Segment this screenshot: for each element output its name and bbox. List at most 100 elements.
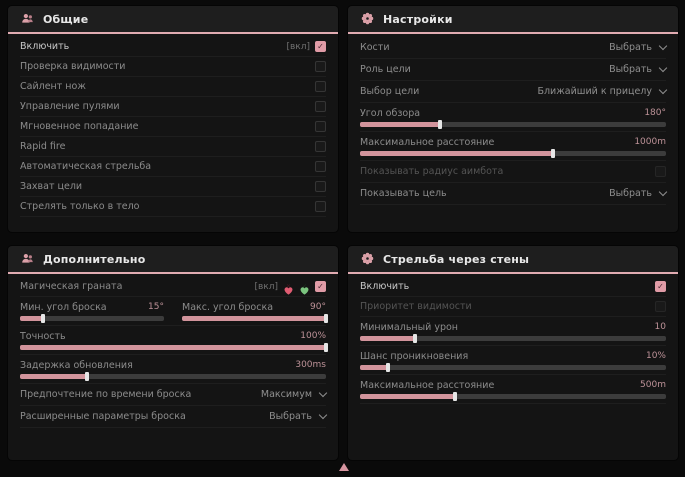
checkbox-unchecked[interactable] [315,101,326,112]
state-tag: [вкл] [254,281,278,292]
slider-value: 10% [645,351,666,361]
target-choice-row[interactable]: Выбор цели Ближайший к прицелу [360,81,668,103]
target-choice-select[interactable]: Ближайший к прицелу [537,85,668,97]
general-enable-label: Включить [20,41,70,52]
slider-handle[interactable] [550,149,555,158]
general-bullet-control-row[interactable]: Управление пулями [20,97,326,117]
show-target-row[interactable]: Показывать цель Выбрать [360,183,668,205]
slider-handle[interactable] [324,343,328,352]
slider-track[interactable] [360,363,666,372]
general-target-lock-row[interactable]: Захват цели [20,177,326,197]
slider-label: Максимальное расстояние [360,136,495,148]
general-body-only-row[interactable]: Стрелять только в тело [20,197,326,217]
row-label: Rapid fire [20,141,66,152]
row-label: Показывать цель [360,188,447,199]
checkbox-unchecked[interactable] [315,161,326,172]
checkbox-checked[interactable]: ✓ [655,281,666,292]
cursor-pointer [339,463,349,471]
throw-time-pref-row[interactable]: Предпочтение по времени броска Максимум [20,384,328,406]
slider-handle[interactable] [41,314,46,323]
select-value: Выбрать [609,42,652,53]
advanced-throw-select[interactable]: Выбрать [269,410,328,422]
slider-track[interactable] [20,314,164,323]
show-radius-row[interactable]: Показывать радиус аимбота [360,161,666,183]
select-value: Выбрать [609,64,652,75]
slider-fill [20,343,328,352]
fov-slider[interactable]: Угол обзора 180° [360,103,666,132]
general-silent-knife-row[interactable]: Сайлент нож [20,77,326,97]
select-value: Выбрать [609,188,652,199]
show-target-select[interactable]: Выбрать [609,187,668,199]
slider-track[interactable] [360,392,666,401]
wallbang-enable-row[interactable]: Включить ✓ [360,277,666,297]
general-enable-row[interactable]: Включить [вкл] ✓ [20,37,326,57]
magic-grenade-row[interactable]: Магическая граната [вкл] ✕ ✓ ✓ [20,277,326,297]
slider-label: Макс. угол броска [182,301,274,313]
wall-max-distance-slider[interactable]: Максимальное расстояние 500m [360,375,666,404]
row-label: Кости [360,42,390,53]
slider-handle[interactable] [437,120,442,129]
checkbox-checked[interactable]: ✓ [315,41,326,52]
members-icon [21,10,34,29]
max-distance-slider[interactable]: Максимальное расстояние 1000m [360,132,666,161]
checkbox-unchecked[interactable] [315,141,326,152]
row-label: Стрелять только в тело [20,201,140,212]
checkbox-unchecked[interactable] [315,61,326,72]
checkbox-unchecked[interactable] [315,181,326,192]
slider-value: 500m [640,380,666,390]
slider-label: Задержка обновления [20,359,133,371]
members-icon [21,250,34,269]
row-label: Включить [360,281,410,292]
slider-value: 15° [148,302,164,312]
checkbox-checked[interactable]: ✓ [315,281,326,292]
slider-track[interactable] [182,314,328,323]
advanced-throw-row[interactable]: Расширенные параметры броска Выбрать [20,406,328,428]
visibility-priority-row[interactable]: Приоритет видимости [360,297,666,317]
slider-handle[interactable] [385,363,390,372]
general-auto-fire-row[interactable]: Автоматическая стрельба [20,157,326,177]
general-rapid-fire-row[interactable]: Rapid fire [20,137,326,157]
slider-handle[interactable] [452,392,457,401]
min-damage-slider[interactable]: Минимальный урон 10 [360,317,666,346]
slider-fill [20,372,90,381]
slider-fill [182,314,328,323]
bones-select[interactable]: Выбрать [609,41,668,53]
panel-general: Общие Включить [вкл] ✓ Проверка видимост… [8,6,338,232]
checkbox-unchecked[interactable] [315,201,326,212]
checkbox-unchecked[interactable] [315,81,326,92]
row-label: Выбор цели [360,86,420,97]
target-role-select[interactable]: Выбрать [609,63,668,75]
slider-label: Минимальный урон [360,321,458,333]
slider-track[interactable] [20,372,326,381]
accuracy-slider[interactable]: Точность 100% [20,326,328,355]
slider-value: 100% [300,331,326,341]
min-throw-angle-slider[interactable]: Мин. угол броска 15° [20,297,164,325]
target-role-row[interactable]: Роль цели Выбрать [360,59,668,81]
max-throw-angle-slider[interactable]: Макс. угол броска 90° [182,297,328,325]
slider-value: 10 [654,322,666,332]
slider-handle[interactable] [85,372,90,381]
throw-time-pref-select[interactable]: Максимум [261,388,328,400]
gear-icon [361,250,374,269]
checkbox-unchecked[interactable] [315,121,326,132]
general-instant-hit-row[interactable]: Мгновенное попадание [20,117,326,137]
chevron-down-icon [658,85,668,95]
slider-label: Максимальное расстояние [360,379,495,391]
slider-handle[interactable] [324,314,328,323]
row-label: Расширенные параметры броска [20,411,186,422]
slider-handle[interactable] [413,334,418,343]
penetration-chance-slider[interactable]: Шанс проникновения 10% [360,346,666,375]
slider-fill [360,392,457,401]
slider-track[interactable] [360,120,666,129]
slider-label: Угол обзора [360,107,421,119]
update-delay-slider[interactable]: Задержка обновления 300ms [20,355,326,384]
heart-on-icon[interactable]: ✓ [299,281,310,295]
general-visibility-check-row[interactable]: Проверка видимости [20,57,326,77]
bones-row[interactable]: Кости Выбрать [360,37,668,59]
slider-track[interactable] [20,343,328,352]
slider-track[interactable] [360,334,666,343]
chevron-down-icon [318,388,328,398]
panel-title: Дополнительно [43,252,146,266]
slider-track[interactable] [360,149,666,158]
heart-off-icon[interactable]: ✕ [283,281,294,295]
